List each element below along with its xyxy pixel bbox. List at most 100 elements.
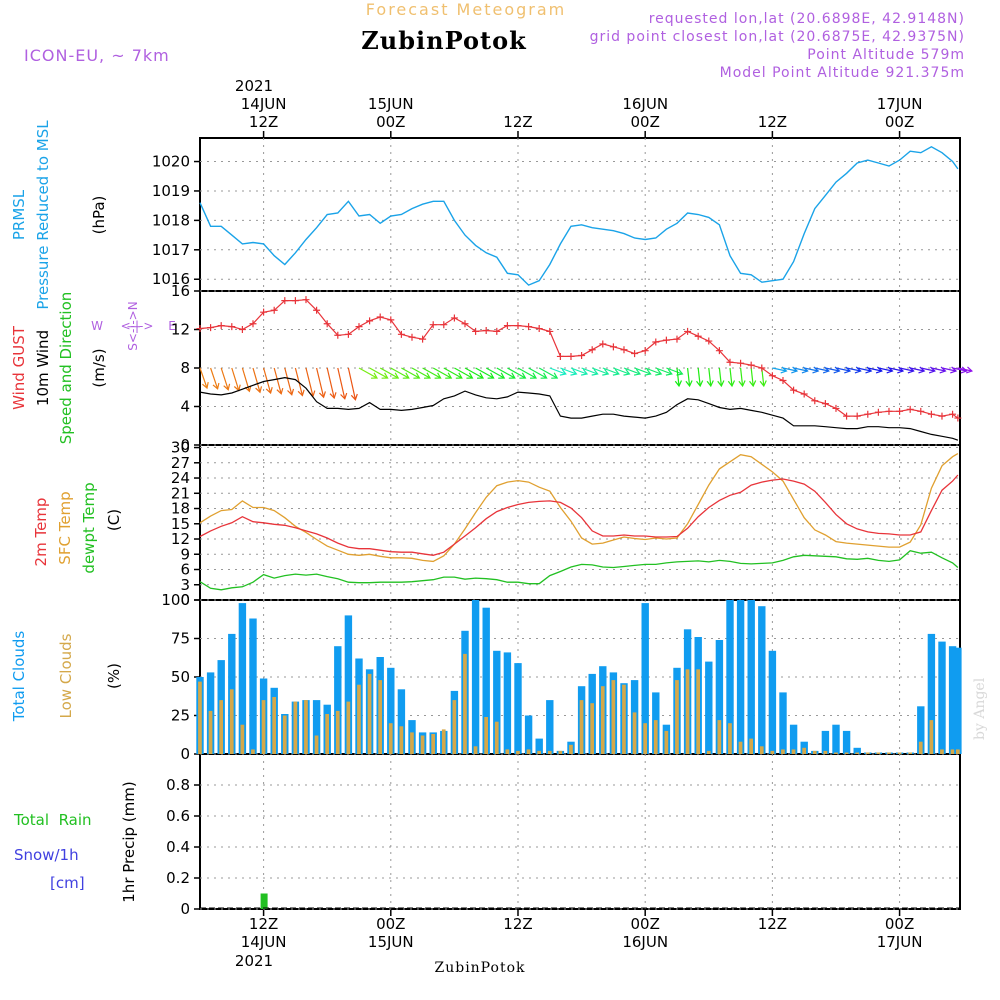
low-cloud-bar xyxy=(335,710,340,754)
total-cloud-bar xyxy=(493,650,501,754)
wind-arrow xyxy=(825,367,840,372)
wind-gust-marker xyxy=(344,330,352,338)
wind-arrow-head xyxy=(559,368,567,376)
total-cloud-bar xyxy=(482,607,490,754)
wind-arrow xyxy=(411,367,431,379)
low-cloud-bar xyxy=(781,749,785,754)
wind-gust-marker xyxy=(917,407,925,415)
low-cloud-bar xyxy=(452,700,457,754)
wind-arrow xyxy=(560,367,577,375)
low-cloud-bar xyxy=(219,700,223,754)
wind-gust-marker xyxy=(196,325,204,333)
wind-gust-marker xyxy=(790,386,798,394)
wind-arrow-head xyxy=(318,391,326,399)
temp-ytick-label: 6 xyxy=(180,561,190,579)
watermark: by Angel xyxy=(972,677,988,740)
wind-gust-marker xyxy=(800,390,808,398)
wind-gust-marker xyxy=(323,320,331,328)
wind-arrow xyxy=(591,367,609,375)
wind-gust-marker xyxy=(556,352,564,360)
pressure-unit: (hPa) xyxy=(90,196,108,235)
pressure-line xyxy=(199,145,959,286)
low-cloud-bar xyxy=(505,749,510,754)
wind-arrow xyxy=(326,367,335,399)
wind-ytick-label: 4 xyxy=(180,398,190,416)
low-cloud-bar xyxy=(897,752,902,754)
low-cloud-bar xyxy=(940,749,944,754)
clouds-ytick-label: 0 xyxy=(180,745,190,763)
low-cloud-bar xyxy=(887,752,891,754)
wind-arrow-head xyxy=(676,368,684,376)
wind-arrow xyxy=(485,367,505,379)
wind-arrow-head xyxy=(381,372,389,379)
low-cloud-bar xyxy=(473,746,478,754)
low-cloud-bar xyxy=(431,734,435,754)
wind-gust-marker xyxy=(525,323,533,331)
wind-arrow xyxy=(305,367,314,397)
temp-ytick-label: 27 xyxy=(171,454,190,472)
wind-gust-marker xyxy=(472,327,480,335)
compass-e: E xyxy=(168,319,176,333)
wind-arrow xyxy=(888,367,904,372)
low-cloud-bar xyxy=(251,749,255,754)
wind-arrow xyxy=(390,367,410,379)
wind-arrow-head xyxy=(602,368,610,376)
temp-ytick-label: 9 xyxy=(180,545,190,563)
wind-gust-marker xyxy=(249,320,257,328)
total-cloud-bar xyxy=(853,747,861,754)
wind-arrow xyxy=(952,367,967,372)
wind-gust-marker xyxy=(387,316,395,324)
compass-sn: S<-|->N xyxy=(126,301,140,350)
bottom-hour-label: 12Z xyxy=(249,915,278,933)
bottom-day-label: 16JUN xyxy=(622,933,668,951)
low-cloud-bar xyxy=(558,750,563,754)
wind-gust-marker xyxy=(843,412,851,420)
wind-arrow xyxy=(634,367,651,375)
wind-arrow xyxy=(655,367,672,375)
wind-gust-marker xyxy=(270,306,278,314)
clouds-ytick-label: 75 xyxy=(171,630,190,648)
wind-arrow-head xyxy=(350,393,358,401)
total-cloud-bar xyxy=(387,667,395,754)
low-cloud-bar xyxy=(749,738,753,754)
low-cloud-bar xyxy=(261,700,266,754)
low-cloud-bar xyxy=(876,752,881,754)
wind-arrow-head xyxy=(212,382,220,390)
wind-arrow xyxy=(739,367,744,387)
wind-arrows xyxy=(199,366,974,401)
wind-gust-marker xyxy=(673,335,681,343)
bottom-hour-label: 00Z xyxy=(376,915,405,933)
low-cloud-bar xyxy=(516,750,520,754)
wind-arrow-head xyxy=(717,380,725,388)
wind-arrow xyxy=(231,367,240,391)
wind-gust-marker xyxy=(546,327,554,335)
wind-arrow xyxy=(666,367,683,375)
wind-gust-marker xyxy=(864,410,872,418)
total-cloud-bar xyxy=(779,692,787,754)
total-rain-label: Total Rain xyxy=(13,811,92,829)
wind-arrow xyxy=(602,367,620,375)
wind-arrow-head xyxy=(644,368,652,376)
wind-arrow-head xyxy=(445,372,453,379)
pressure-ytick-label: 1018 xyxy=(152,211,190,229)
wind-arrow xyxy=(273,367,282,394)
total-cloud-bar xyxy=(832,724,840,754)
temp-sfc-label: SFC Temp xyxy=(56,491,74,564)
wind-arrow xyxy=(210,367,219,390)
wind-gust-marker xyxy=(302,296,310,304)
wind-arrow xyxy=(220,367,229,390)
low-cloud-bar xyxy=(834,752,838,754)
total-cloud-bar xyxy=(524,715,533,754)
wind-gust-marker xyxy=(313,306,321,314)
wind-arrow xyxy=(358,367,378,379)
wind-arrow xyxy=(857,367,872,372)
top-hour-label: 12Z xyxy=(758,113,787,131)
temp-unit: (C) xyxy=(105,509,123,531)
total-cloud-bar xyxy=(514,663,522,754)
wind-arrow-head xyxy=(738,380,746,388)
wind-gust-marker xyxy=(684,327,692,335)
wind-arrow xyxy=(379,367,399,379)
wind-gust-marker xyxy=(885,407,893,415)
wind-arrow xyxy=(814,367,829,372)
wind-arrow xyxy=(528,367,547,379)
